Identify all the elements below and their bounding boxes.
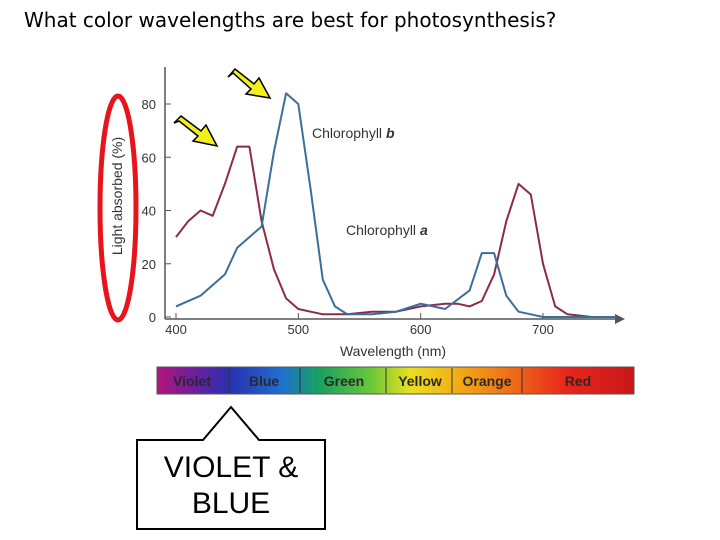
- spectrum-label-blue: Blue: [249, 373, 280, 389]
- arrow-violet-peak-icon: [173, 115, 219, 148]
- y-axis-label: Light absorbed (%): [109, 137, 125, 255]
- series-label-chlorophyll-b: Chlorophyll b: [312, 125, 395, 141]
- spectrum-label-violet: Violet: [173, 373, 211, 389]
- y-tick-label: 20: [142, 257, 156, 272]
- highlight-ellipse: [97, 93, 139, 323]
- spectrum-labels: Violet Blue Green Yellow Orange Red: [173, 368, 591, 393]
- arrow-blue-peak-icon: [227, 67, 272, 99]
- series-layer: [175, 92, 617, 318]
- labels-layer: 0 20 40 60 80 400 500 600 700 Wavelength (nm) Ligh…: [109, 97, 554, 359]
- spectrum-label-green: Green: [324, 373, 364, 389]
- spectrum-label-red: Red: [565, 373, 591, 389]
- callout-arrow-box: [136, 405, 326, 530]
- x-tick-label: 600: [410, 322, 432, 337]
- x-axis-arrowhead-icon: [615, 314, 625, 324]
- series-line-chlorophyll-b: [175, 92, 617, 318]
- x-tick-label: 400: [165, 322, 187, 337]
- spectrum-label-yellow: Yellow: [398, 373, 442, 389]
- callout-line-2: BLUE: [191, 487, 271, 520]
- slide-title: What color wavelengths are best for phot…: [24, 8, 557, 32]
- spectrum-label-orange: Orange: [462, 373, 511, 389]
- y-tick-label: 40: [142, 204, 156, 219]
- axes: [164, 67, 625, 324]
- x-tick-label: 700: [532, 322, 554, 337]
- x-axis-label: Wavelength (nm): [340, 343, 446, 359]
- y-tick-label: 0: [149, 310, 156, 325]
- y-tick-label: 80: [142, 97, 156, 112]
- series-label-chlorophyll-a: Chlorophyll a: [346, 222, 428, 238]
- callout-line-1: VIOLET &: [163, 451, 299, 484]
- x-tick-label: 500: [287, 322, 309, 337]
- spectrum-bar: [156, 366, 635, 395]
- callout-text: VIOLET & BLUE: [137, 450, 325, 522]
- y-tick-label: 60: [142, 150, 156, 165]
